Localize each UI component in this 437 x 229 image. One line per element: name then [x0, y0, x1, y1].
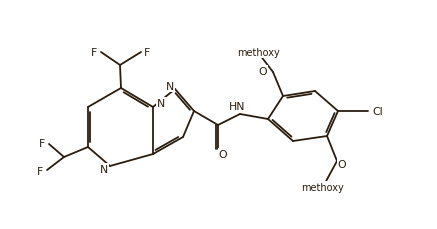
Text: O: O [338, 159, 346, 169]
Text: N: N [100, 164, 108, 174]
Text: F: F [144, 48, 150, 58]
Text: methoxy: methoxy [236, 48, 279, 58]
Text: HN: HN [229, 101, 245, 112]
Text: O: O [218, 149, 227, 159]
Text: N: N [157, 98, 165, 109]
Text: N: N [166, 82, 174, 92]
Text: F: F [37, 166, 43, 176]
Text: Cl: Cl [372, 106, 383, 117]
Text: F: F [39, 138, 45, 148]
Text: O: O [259, 67, 267, 77]
Text: methoxy: methoxy [302, 182, 344, 192]
Text: F: F [91, 48, 97, 58]
